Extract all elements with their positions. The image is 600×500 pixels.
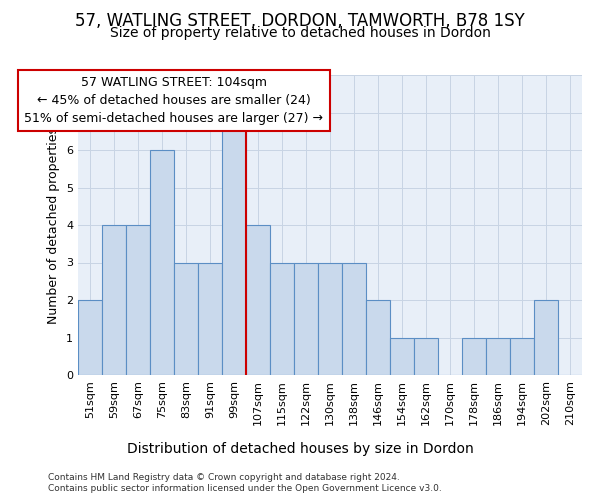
Text: Contains HM Land Registry data © Crown copyright and database right 2024.: Contains HM Land Registry data © Crown c… xyxy=(48,472,400,482)
Bar xyxy=(462,338,486,375)
Text: 57 WATLING STREET: 104sqm
← 45% of detached houses are smaller (24)
51% of semi-: 57 WATLING STREET: 104sqm ← 45% of detac… xyxy=(25,76,323,124)
Bar xyxy=(414,338,438,375)
Text: Distribution of detached houses by size in Dordon: Distribution of detached houses by size … xyxy=(127,442,473,456)
Bar xyxy=(486,338,510,375)
Bar xyxy=(198,262,222,375)
Bar xyxy=(366,300,390,375)
Bar xyxy=(534,300,558,375)
Bar xyxy=(294,262,318,375)
Bar xyxy=(102,225,126,375)
Bar xyxy=(510,338,534,375)
Bar xyxy=(342,262,366,375)
Text: Size of property relative to detached houses in Dordon: Size of property relative to detached ho… xyxy=(110,26,490,40)
Bar xyxy=(174,262,198,375)
Bar xyxy=(390,338,414,375)
Bar xyxy=(222,112,246,375)
Bar xyxy=(270,262,294,375)
Bar xyxy=(150,150,174,375)
Text: 57, WATLING STREET, DORDON, TAMWORTH, B78 1SY: 57, WATLING STREET, DORDON, TAMWORTH, B7… xyxy=(75,12,525,30)
Bar xyxy=(246,225,270,375)
Bar xyxy=(126,225,150,375)
Bar xyxy=(318,262,342,375)
Text: Contains public sector information licensed under the Open Government Licence v3: Contains public sector information licen… xyxy=(48,484,442,493)
Y-axis label: Number of detached properties: Number of detached properties xyxy=(47,126,61,324)
Bar xyxy=(78,300,102,375)
